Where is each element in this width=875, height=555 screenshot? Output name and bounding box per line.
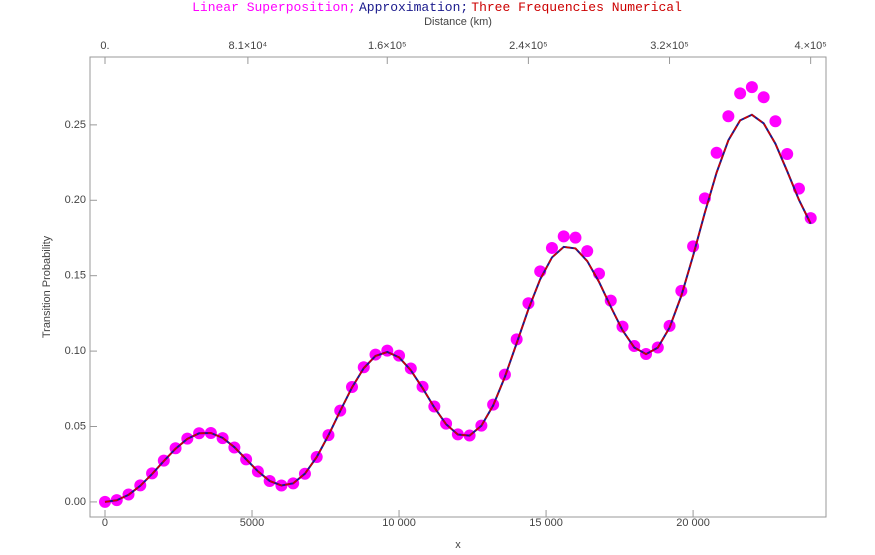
x-tick-label: 15 000 — [529, 517, 563, 529]
plot-frame — [89, 56, 827, 518]
data-point — [734, 87, 747, 100]
y-tick-label: 0.20 — [65, 194, 86, 206]
x2-tick-label: 1.6×10⁵ — [368, 40, 407, 52]
data-point — [569, 231, 582, 244]
y-tick-label: 0.10 — [65, 345, 86, 357]
data-point — [557, 230, 570, 243]
y-tick-label: 0.00 — [65, 496, 86, 508]
data-point — [369, 348, 382, 361]
y-tick-label: 0.05 — [65, 420, 86, 432]
data-point — [722, 110, 735, 123]
x-axis-label: x — [455, 539, 461, 551]
data-point — [581, 245, 594, 258]
x2-tick-label: 8.1×10⁴ — [229, 40, 268, 52]
data-point — [804, 212, 817, 225]
y-tick-label: 0.15 — [65, 270, 86, 282]
x2-tick-label: 2.4×10⁵ — [509, 40, 548, 52]
x-tick-label: 0 — [102, 517, 108, 529]
data-point — [393, 349, 406, 362]
data-point — [757, 91, 770, 104]
data-point — [710, 146, 723, 159]
data-point — [98, 495, 111, 508]
data-point — [545, 241, 558, 254]
data-point — [769, 115, 782, 128]
legend-entry: Linear Superposition; — [192, 0, 356, 15]
y-tick-label: 0.25 — [65, 119, 86, 131]
x-tick-label: 5000 — [240, 517, 264, 529]
chart-title: Linear Superposition; Approximation; Thr… — [192, 0, 682, 15]
x-tick-label: 20 000 — [676, 517, 710, 529]
x2-tick-label: 0. — [100, 40, 109, 52]
data-point — [745, 81, 758, 94]
y-axis-label: Transition Probability — [41, 235, 53, 338]
x2-tick-label: 3.2×10⁵ — [650, 40, 689, 52]
x2-tick-label: 4.×10⁵ — [794, 40, 826, 52]
x-tick-label: 10 000 — [382, 517, 416, 529]
data-point — [404, 362, 417, 375]
legend-entry: Three Frequencies Numerical — [471, 0, 682, 15]
x2-axis-label: Distance (km) — [424, 16, 492, 28]
data-point — [781, 147, 794, 160]
legend-entry: Approximation; — [359, 0, 468, 15]
data-point — [604, 294, 617, 307]
line — [104, 113, 812, 503]
dashed-line — [104, 113, 812, 503]
